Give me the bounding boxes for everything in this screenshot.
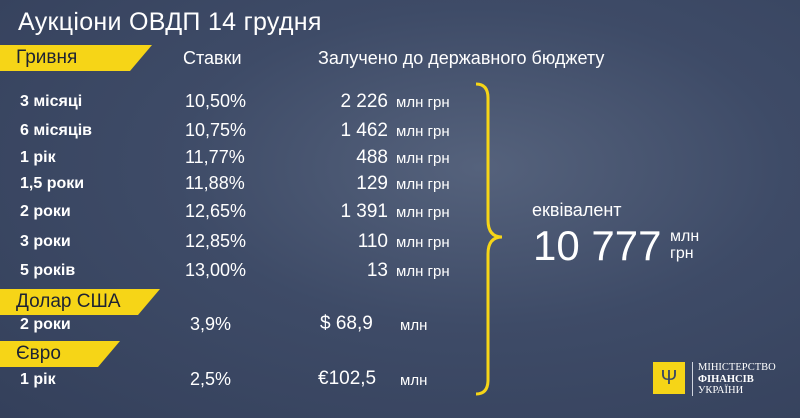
ministry-logo-text: МІНІСТЕРСТВО ФІНАНСІВ УКРАЇНИ [698, 362, 776, 397]
uah-rate: 13,00% [185, 260, 247, 280]
uah-term: 2 роки [20, 203, 71, 220]
uah-term: 1,5 роки [20, 175, 85, 192]
uah-amount: 13 [366, 260, 388, 281]
usd-rate: 3,9% [190, 314, 232, 334]
usd-term: 2 роки [20, 316, 71, 333]
equivalent-label: еквівалент [532, 200, 622, 220]
logo-line3: УКРАЇНИ [698, 385, 744, 396]
page-title: Аукціони ОВДП 14 грудня [18, 8, 322, 36]
logo-line1: МІНІСТЕРСТВО [698, 362, 776, 373]
total-value: 10 777 [533, 222, 662, 269]
usd-unit: млн [400, 317, 428, 334]
uah-rate: 11,77% [185, 147, 245, 167]
uah-unit: млн грн [396, 176, 450, 193]
uah-amount: 1 462 [340, 120, 388, 141]
uah-rate: 12,65% [185, 201, 247, 221]
uah-rate: 10,50% [185, 91, 247, 111]
curly-brace [475, 82, 503, 396]
uah-amount: 129 [356, 173, 388, 194]
eur-term: 1 рік [20, 371, 56, 388]
uah-unit: млн грн [396, 123, 450, 140]
uah-unit: млн грн [396, 234, 450, 251]
uah-term: 6 місяців [20, 122, 92, 139]
uah-unit: млн грн [396, 263, 450, 280]
total-unit: млн грн [670, 228, 699, 262]
eur-amount: €102,5 [318, 368, 377, 389]
banner-eur: Євро [0, 341, 120, 367]
uah-unit: млн грн [396, 204, 450, 221]
header-rates: Ставки [183, 48, 242, 68]
banner-usd: Долар США [0, 289, 160, 315]
total-unit-line1: млн [670, 228, 700, 245]
banner-uah: Гривня [0, 45, 152, 71]
logo-divider [692, 362, 693, 396]
uah-term: 3 місяці [20, 93, 83, 110]
uah-term: 3 роки [20, 233, 71, 250]
logo-line2: ФІНАНСІВ [698, 373, 754, 385]
uah-amount: 110 [357, 231, 388, 252]
header-raised: Залучено до державного бюджету [318, 48, 605, 68]
uah-rate: 12,85% [185, 231, 247, 251]
uah-unit: млн грн [396, 94, 450, 111]
total-unit-line2: грн [670, 245, 694, 262]
uah-rate: 11,88% [185, 173, 245, 193]
eur-unit: млн [400, 372, 428, 389]
uah-rate: 10,75% [185, 120, 247, 140]
uah-term: 1 рік [20, 149, 56, 166]
uah-term: 5 років [20, 262, 76, 279]
uah-amount: 1 391 [340, 201, 388, 222]
uah-amount: 488 [356, 147, 388, 168]
eur-rate: 2,5% [190, 369, 232, 389]
uah-unit: млн грн [396, 150, 450, 167]
usd-amount: $ 68,9 [320, 313, 373, 334]
trident-logo-icon: Ψ [653, 362, 685, 394]
uah-amount: 2 226 [340, 91, 388, 112]
